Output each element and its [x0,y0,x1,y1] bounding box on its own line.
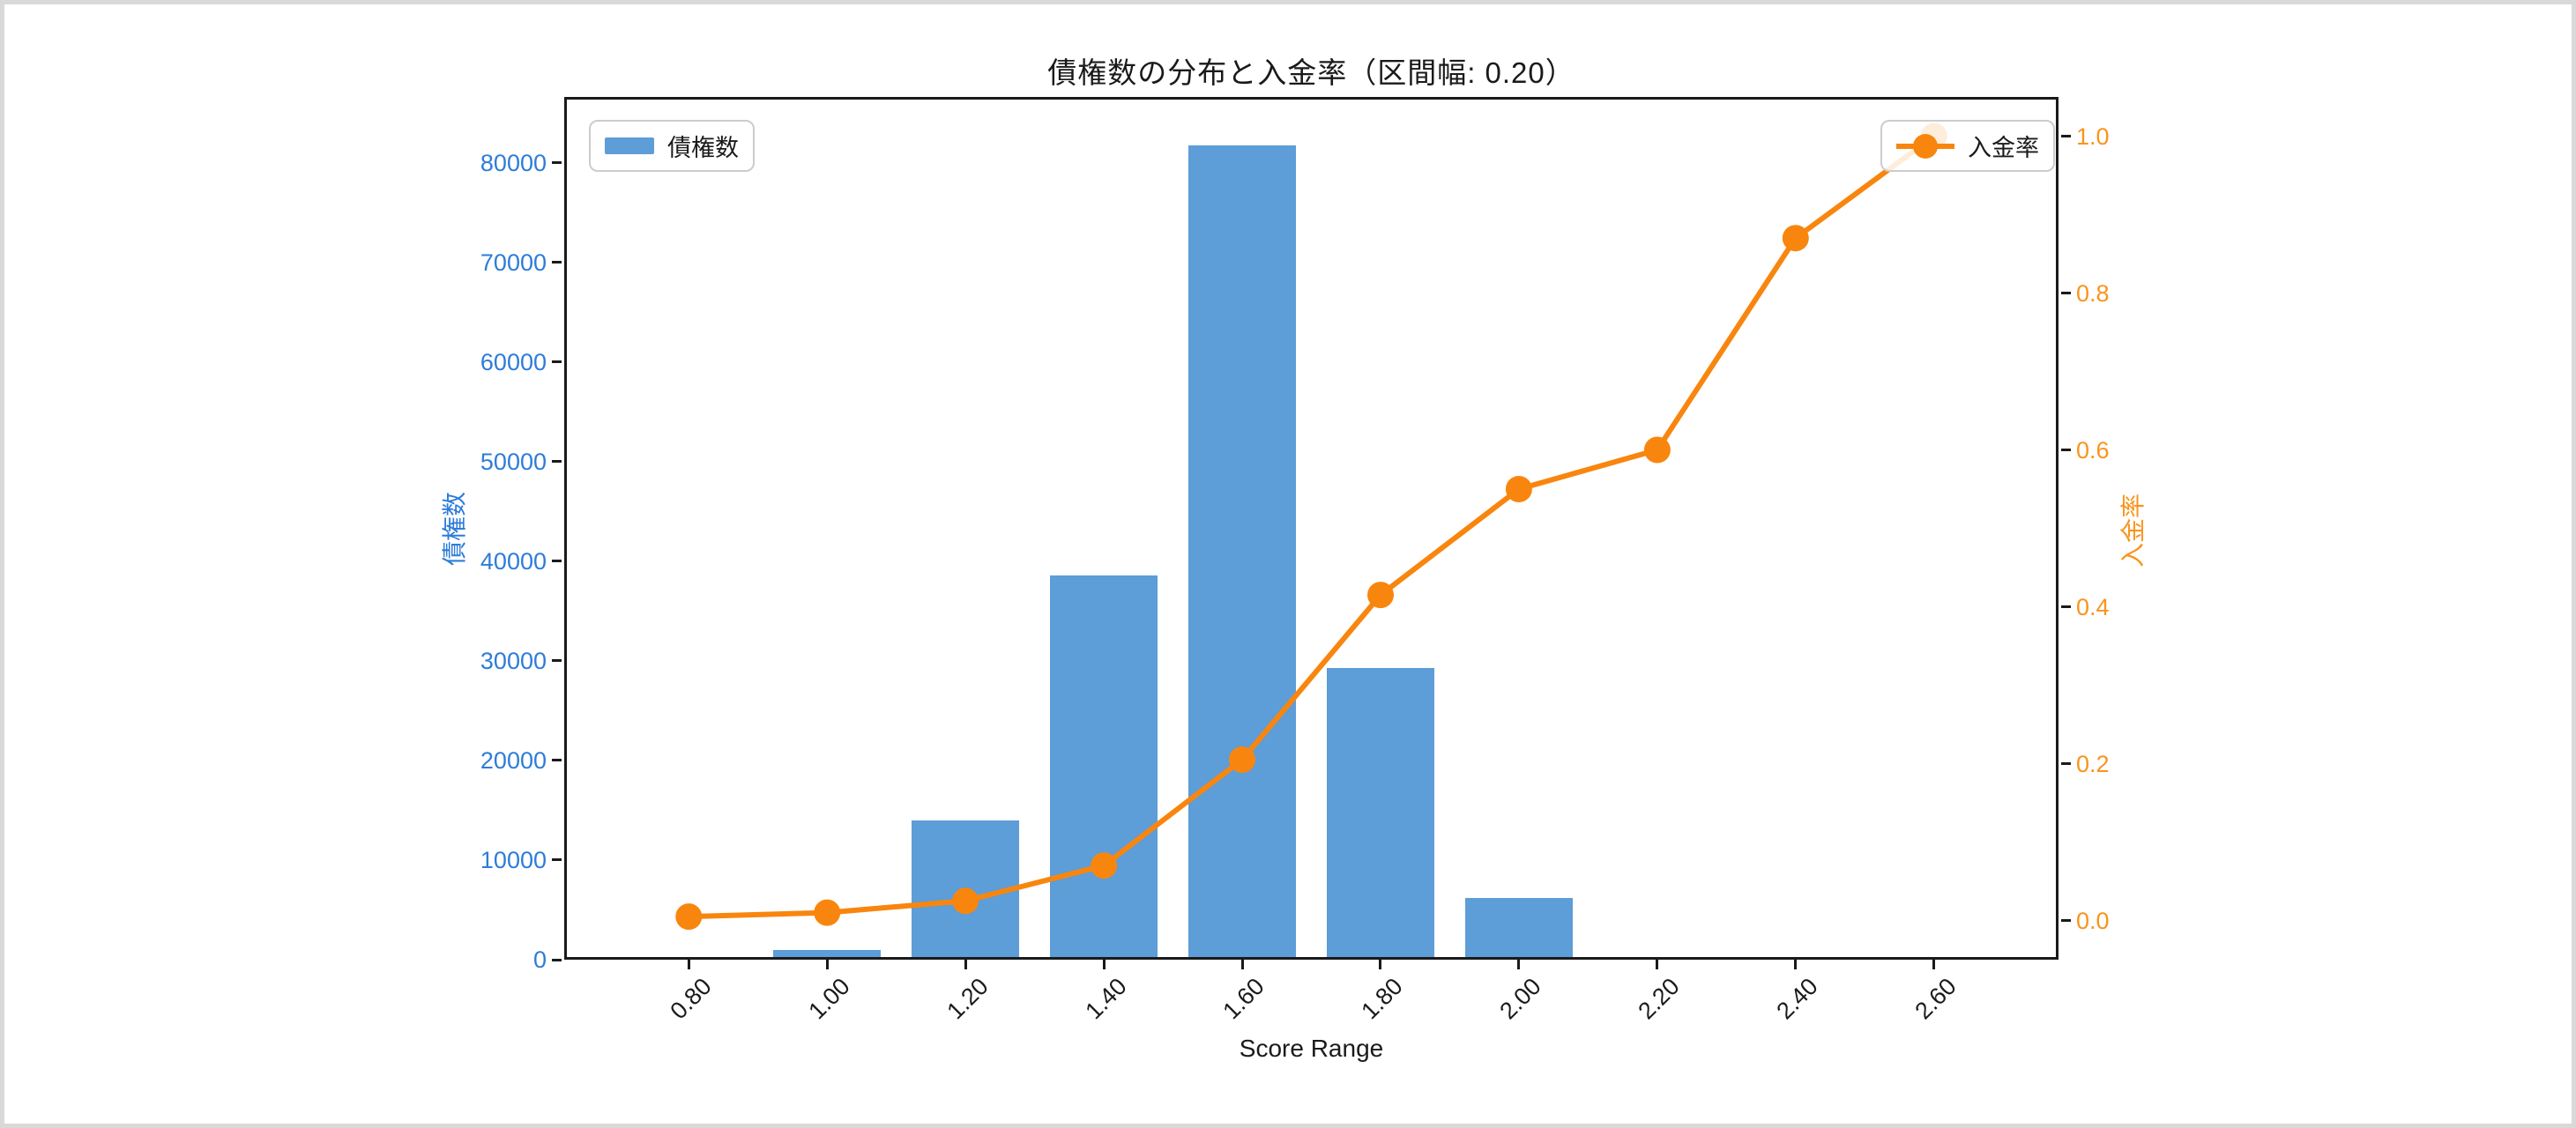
x-tick-label: 2.00 [1494,973,1547,1025]
line-marker-icon [1896,133,1954,159]
bar-1.40 [1050,575,1158,957]
legend-bar-series: 債権数 [589,120,755,172]
y-tick-label-left: 80000 [480,149,547,176]
y-tick-label-right: 1.0 [2076,122,2110,150]
y-tick-mark-left [552,360,562,364]
legend-line-label: 入金率 [1968,135,2039,161]
y-tick-label-left: 50000 [480,448,547,475]
x-tick-mark [1379,960,1382,969]
y-tick-mark-left [552,460,562,464]
x-tick-label: 2.20 [1633,973,1686,1025]
y-tick-label-right: 0.0 [2076,907,2110,934]
line-marker [675,903,703,931]
y-tick-label-right: 0.4 [2076,593,2110,620]
x-tick-mark [1932,960,1936,969]
y-tick-mark-left [552,659,562,663]
x-tick-mark [1240,960,1244,969]
x-tick-label: 1.80 [1356,973,1409,1025]
y-tick-mark-left [552,858,562,862]
x-tick-mark [964,960,967,969]
y-tick-label-left: 10000 [480,846,547,873]
bar-1.00 [773,950,881,957]
y-tick-mark-right [2061,919,2071,922]
line-marker [1091,852,1118,879]
line-marker [952,887,979,915]
chart-title: 債権数の分布と入金率（区間幅: 0.20） [1047,56,1575,89]
y-tick-mark-right [2061,135,2071,137]
bar-1.80 [1327,667,1434,957]
y-tick-mark-left [552,958,562,961]
y-tick-label-left: 40000 [480,547,547,575]
bar-swatch-icon [605,137,654,154]
y-tick-mark-left [552,560,562,563]
y-tick-label-left: 20000 [480,746,547,774]
legend-line-series: 入金率 [1880,120,2055,172]
y-tick-mark-left [552,261,562,264]
x-tick-mark [1794,960,1798,969]
y-tick-mark-right [2061,292,2071,294]
x-tick-mark [687,960,690,969]
x-tick-mark [825,960,829,969]
x-tick-mark [1656,960,1659,969]
legend-bar-label: 債権数 [667,135,739,161]
y-tick-label-right: 0.6 [2076,436,2110,464]
plot-area: 債権数 入金率 [564,97,2059,960]
line-marker [1643,436,1671,464]
line-marker [1782,225,1809,252]
bar-2.00 [1465,897,1573,957]
line-marker [1505,476,1532,502]
x-tick-label: 2.40 [1771,973,1824,1025]
x-tick-label: 1.00 [803,973,855,1025]
line-marker [1367,582,1394,609]
x-tick-label: 1.40 [1079,973,1132,1025]
line-marker [1229,746,1255,773]
x-tick-label: 1.60 [1217,973,1270,1025]
y-axis-label-left: 債権数 [441,491,468,567]
y-tick-label-right: 0.2 [2076,750,2110,777]
x-tick-label: 1.20 [941,973,994,1025]
line-marker [814,899,841,926]
line-layer [675,122,1947,931]
bar-1.60 [1188,145,1296,957]
x-axis-label: Score Range [1239,1035,1384,1062]
y-tick-mark-left [552,161,562,165]
y-tick-label-left: 0 [532,946,547,973]
payment-rate-line [689,134,1936,920]
marker-dot-icon [1913,133,1938,159]
y-tick-mark-right [2061,605,2071,608]
x-tick-label: 2.60 [1910,973,1962,1025]
y-tick-mark-right [2061,449,2071,451]
y-tick-mark-right [2061,762,2071,765]
y-tick-label-left: 70000 [480,249,547,276]
y-axis-label-right: 入金率 [2119,493,2147,568]
y-tick-label-left: 60000 [480,348,547,375]
y-tick-mark-left [552,759,562,762]
y-tick-label-left: 30000 [480,647,547,674]
x-tick-label: 0.80 [665,973,717,1025]
y-tick-label-right: 0.8 [2076,279,2110,307]
x-tick-mark [1517,960,1521,969]
x-tick-mark [1102,960,1106,969]
